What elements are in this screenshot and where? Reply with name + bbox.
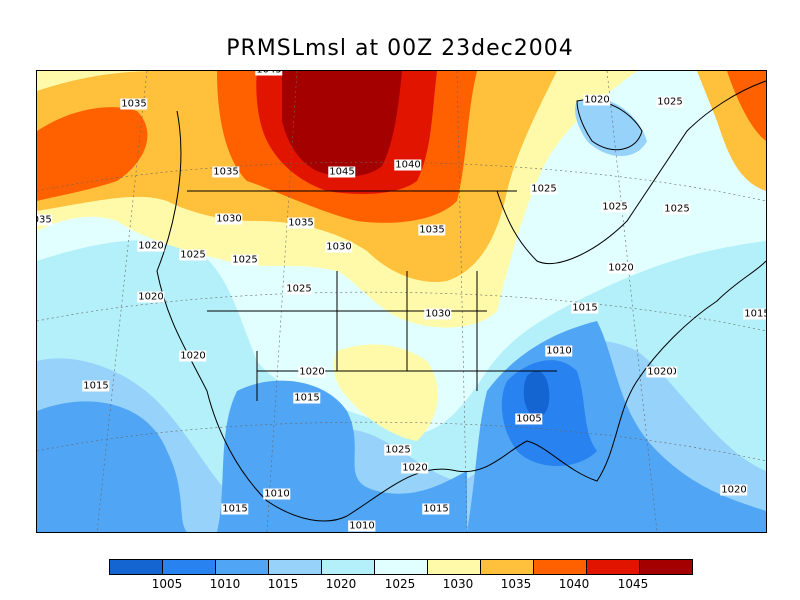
contour-label: 1045 bbox=[255, 71, 283, 76]
legend-tick-label: 1010 bbox=[209, 577, 241, 591]
contour-label: 1020 bbox=[646, 366, 674, 378]
band-pacific-1035 bbox=[37, 107, 148, 201]
contour-label: 1020 bbox=[607, 262, 635, 274]
coastlines bbox=[156, 80, 766, 522]
contour-label: 1030 bbox=[325, 241, 353, 253]
contour-label: 1020 bbox=[298, 366, 326, 378]
legend-color-cell bbox=[534, 560, 587, 574]
contour-label: 1025 bbox=[530, 183, 558, 195]
contour-label: 1035 bbox=[120, 98, 148, 110]
legend-tick-label: 1045 bbox=[617, 577, 649, 591]
color-legend-bar bbox=[109, 559, 693, 575]
contour-label: 1035 bbox=[37, 214, 53, 226]
legend-color-cell bbox=[110, 560, 163, 574]
legend-tick-label: 1025 bbox=[384, 577, 416, 591]
contour-label: 1020 bbox=[179, 350, 207, 362]
legend-color-cell bbox=[375, 560, 428, 574]
contour-label: 1030 bbox=[424, 308, 452, 320]
band-ne-1035 bbox=[727, 71, 766, 141]
contour-label: 1020 bbox=[720, 484, 748, 496]
contour-label: 1025 bbox=[663, 203, 691, 215]
contour-label: 1005 bbox=[515, 413, 543, 425]
contour-label: 1015 bbox=[221, 503, 249, 515]
contour-label: 1025 bbox=[231, 254, 259, 266]
legend-tick-label: 1015 bbox=[267, 577, 299, 591]
legend-color-cell bbox=[481, 560, 534, 574]
contour-label: 1015 bbox=[422, 503, 450, 515]
contour-label: 1025 bbox=[656, 96, 684, 108]
band-pacific-1010 bbox=[37, 401, 187, 532]
contour-label: 1045 bbox=[328, 166, 356, 178]
legend-color-cell bbox=[428, 560, 481, 574]
contour-label: 1035 bbox=[212, 166, 240, 178]
contour-label: 1020 bbox=[137, 291, 165, 303]
contour-label: 1010 bbox=[263, 488, 291, 500]
legend-tick-label: 1030 bbox=[442, 577, 474, 591]
legend-tick-label: 1040 bbox=[558, 577, 590, 591]
legend-color-cell bbox=[216, 560, 269, 574]
contour-label: 1015 bbox=[571, 302, 599, 314]
contour-label: 1020 bbox=[583, 94, 611, 106]
legend-color-cell bbox=[269, 560, 322, 574]
contour-label: 1015 bbox=[293, 392, 321, 404]
contour-label: 1025 bbox=[601, 201, 629, 213]
contour-label: 1020 bbox=[401, 462, 429, 474]
legend-tick-label: 1020 bbox=[325, 577, 357, 591]
contour-label: 1035 bbox=[418, 224, 446, 236]
band-gulf-1000 bbox=[523, 371, 550, 418]
legend-color-cell bbox=[163, 560, 216, 574]
band-plains-1025 bbox=[333, 344, 438, 441]
contour-label: 1015 bbox=[82, 380, 110, 392]
contour-label: 1025 bbox=[179, 249, 207, 261]
legend-tick-label: 1005 bbox=[151, 577, 183, 591]
map-title: PRMSLmsl at 00Z 23dec2004 bbox=[226, 36, 574, 61]
legend-color-cell bbox=[587, 560, 640, 574]
pressure-map: 1045 1035 1020 1025 1035 1045 1040 1025 … bbox=[36, 70, 767, 533]
contour-label: 1040 bbox=[394, 159, 422, 171]
contour-label: 1010 bbox=[545, 345, 573, 357]
legend-color-cell bbox=[640, 560, 692, 574]
band-1045-plus bbox=[282, 71, 402, 177]
graticule bbox=[37, 71, 766, 532]
contour-label: 1025 bbox=[285, 283, 313, 295]
legend-color-cell bbox=[322, 560, 375, 574]
contour-label: 1035 bbox=[287, 217, 315, 229]
contour-label: 1030 bbox=[215, 213, 243, 225]
legend-tick-label: 1035 bbox=[500, 577, 532, 591]
contour-label: 1015 bbox=[743, 308, 766, 320]
contour-label: 1025 bbox=[384, 444, 412, 456]
contour-label: 1010 bbox=[348, 520, 376, 532]
contour-label: 1020 bbox=[137, 240, 165, 252]
pressure-field bbox=[37, 71, 766, 532]
